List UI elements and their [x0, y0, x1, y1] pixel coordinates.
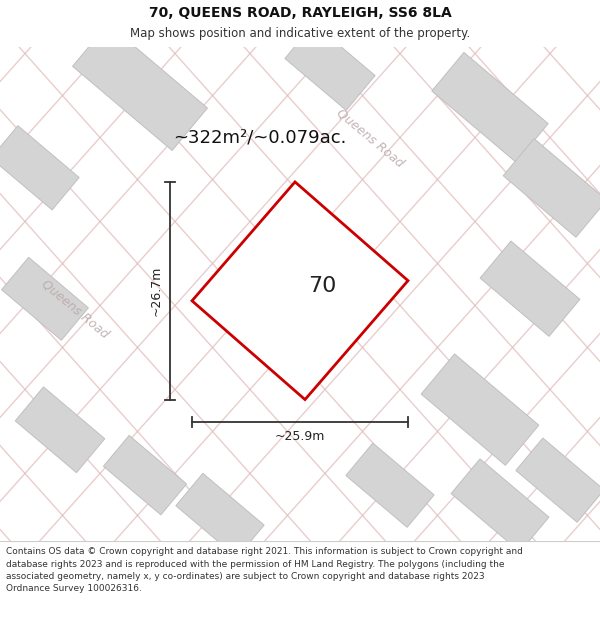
- Text: Queens Road: Queens Road: [39, 277, 111, 341]
- Text: ~26.7m: ~26.7m: [150, 266, 163, 316]
- Polygon shape: [73, 24, 208, 151]
- Text: Contains OS data © Crown copyright and database right 2021. This information is : Contains OS data © Crown copyright and d…: [6, 548, 523, 593]
- Text: Map shows position and indicative extent of the property.: Map shows position and indicative extent…: [130, 28, 470, 40]
- Polygon shape: [451, 459, 549, 552]
- Polygon shape: [192, 182, 408, 399]
- Polygon shape: [0, 126, 79, 210]
- Polygon shape: [503, 139, 600, 238]
- Text: 70, QUEENS ROAD, RAYLEIGH, SS6 8LA: 70, QUEENS ROAD, RAYLEIGH, SS6 8LA: [149, 6, 451, 20]
- Text: ~322m²/~0.079ac.: ~322m²/~0.079ac.: [173, 129, 347, 147]
- Polygon shape: [480, 241, 580, 336]
- Text: 70: 70: [308, 276, 336, 296]
- Polygon shape: [15, 387, 105, 472]
- Polygon shape: [176, 473, 264, 558]
- Polygon shape: [346, 443, 434, 528]
- Polygon shape: [432, 52, 548, 162]
- Polygon shape: [103, 436, 187, 515]
- Text: Queens Road: Queens Road: [334, 106, 406, 169]
- Polygon shape: [285, 24, 375, 110]
- Polygon shape: [421, 354, 539, 466]
- Text: ~25.9m: ~25.9m: [275, 430, 325, 442]
- Polygon shape: [2, 258, 88, 340]
- Polygon shape: [516, 438, 600, 522]
